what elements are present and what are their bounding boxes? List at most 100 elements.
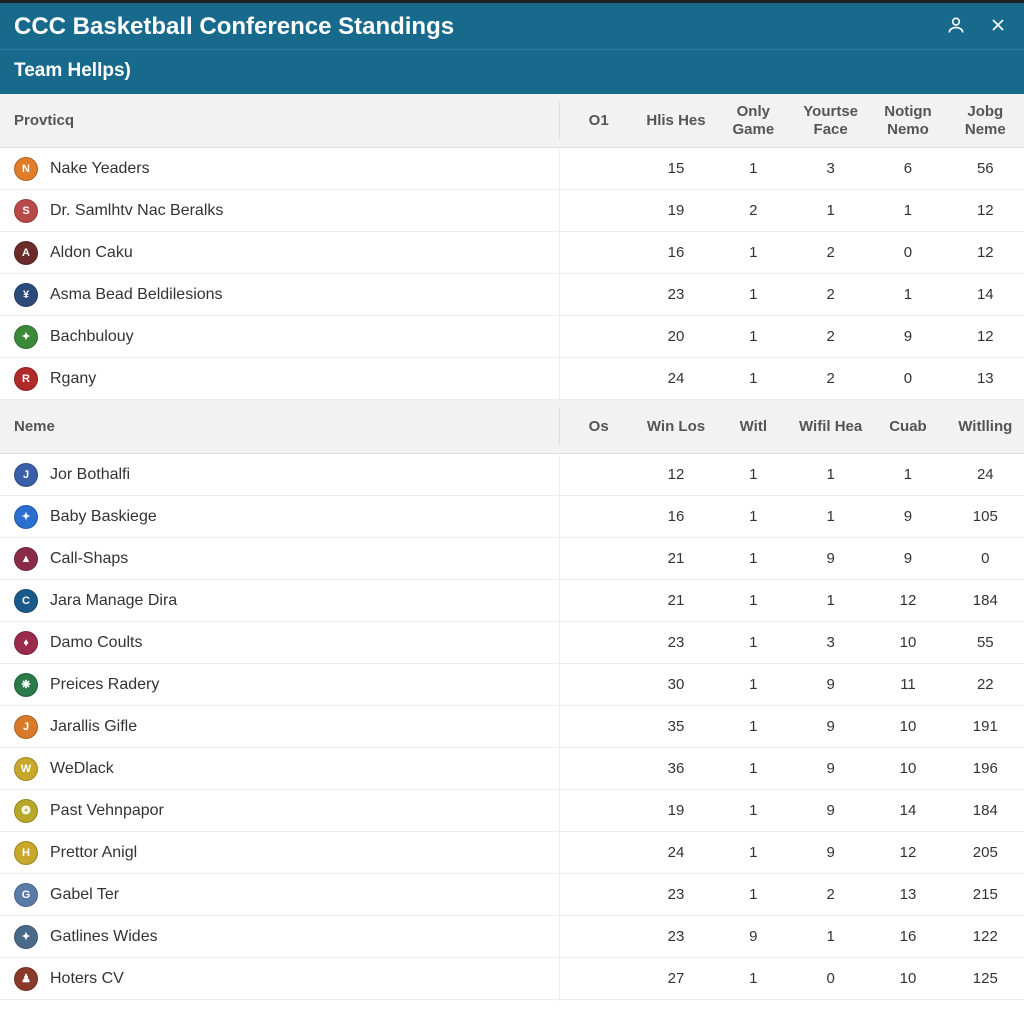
stat-cell: 196 xyxy=(947,754,1024,783)
team-name: Jor Bothalfi xyxy=(50,466,130,484)
stat-cell: 12 xyxy=(869,838,946,867)
table-row[interactable]: RRgany2412013 xyxy=(0,358,1024,400)
column-header-name[interactable]: Provticq xyxy=(0,102,560,139)
standings-content: ProvticqO1Hlis HesOnly GameYourtse FaceN… xyxy=(0,94,1024,1000)
table-row[interactable]: GGabel Ter231213215 xyxy=(0,874,1024,916)
stat-cell: 27 xyxy=(637,964,714,993)
stat-cell: 21 xyxy=(637,544,714,573)
team-name: Damo Coults xyxy=(50,634,142,652)
column-header[interactable]: Only Game xyxy=(715,97,792,144)
column-header[interactable]: Cuab xyxy=(869,412,946,441)
team-name: Rgany xyxy=(50,370,96,388)
table-row[interactable]: ❂Past Vehnpapor191914184 xyxy=(0,790,1024,832)
table-row[interactable]: ✦Baby Baskiege16119105 xyxy=(0,496,1024,538)
stat-cell: 12 xyxy=(947,322,1024,351)
table-row[interactable]: ♟Hoters CV271010125 xyxy=(0,958,1024,1000)
column-header-name[interactable]: Neme xyxy=(0,408,560,445)
stat-cell: 1 xyxy=(792,586,869,615)
stat-cell: 9 xyxy=(792,712,869,741)
stat-cell: 184 xyxy=(947,586,1024,615)
stat-cell xyxy=(560,247,637,259)
stat-cell: 9 xyxy=(792,670,869,699)
stat-cell: 10 xyxy=(869,712,946,741)
stat-cell: 21 xyxy=(637,586,714,615)
table-row[interactable]: ¥Asma Bead Beldilesions2312114 xyxy=(0,274,1024,316)
stat-cell: 105 xyxy=(947,502,1024,531)
stat-cell: 9 xyxy=(792,838,869,867)
table-row[interactable]: ♦Damo Coults23131055 xyxy=(0,622,1024,664)
stat-cell: 36 xyxy=(637,754,714,783)
column-header[interactable]: Win Los xyxy=(637,412,714,441)
table-row[interactable]: ❋Preices Radery30191122 xyxy=(0,664,1024,706)
stat-cell: 24 xyxy=(637,364,714,393)
table-row[interactable]: WWeDlack361910196 xyxy=(0,748,1024,790)
team-name: Preices Radery xyxy=(50,676,159,694)
table-row[interactable]: AAldon Caku1612012 xyxy=(0,232,1024,274)
stat-cell xyxy=(560,511,637,523)
team-name: Aldon Caku xyxy=(50,244,133,262)
stat-cell xyxy=(560,721,637,733)
stat-cell: 24 xyxy=(947,460,1024,489)
stat-cell: 10 xyxy=(869,754,946,783)
team-name: Past Vehnpapor xyxy=(50,802,164,820)
table-row[interactable]: JJarallis Gifle351910191 xyxy=(0,706,1024,748)
stat-cell: 16 xyxy=(637,502,714,531)
table-row[interactable]: HPrettor Anigl241912205 xyxy=(0,832,1024,874)
column-header[interactable]: Hlis Hes xyxy=(637,106,714,135)
stat-cell: 23 xyxy=(637,880,714,909)
stat-cell xyxy=(560,847,637,859)
team-name: Asma Bead Beldilesions xyxy=(50,286,223,304)
table-row[interactable]: ✦Bachbulouy2012912 xyxy=(0,316,1024,358)
team-name: Prettor Anigl xyxy=(50,844,137,862)
table-row[interactable]: SDr. Samlhtv Nac Beralks1921112 xyxy=(0,190,1024,232)
stat-cell: 1 xyxy=(715,628,792,657)
team-logo-icon: ✦ xyxy=(14,325,38,349)
stat-cell: 6 xyxy=(869,154,946,183)
stat-cell: 16 xyxy=(869,922,946,951)
team-cell: ¥Asma Bead Beldilesions xyxy=(0,273,560,317)
close-icon[interactable] xyxy=(988,15,1008,40)
column-header[interactable]: Yourtse Face xyxy=(792,97,869,144)
stat-cell: 1 xyxy=(715,964,792,993)
stat-cell: 10 xyxy=(869,628,946,657)
column-header[interactable]: Wifil Hea xyxy=(792,412,869,441)
table-row[interactable]: JJor Bothalfi1211124 xyxy=(0,454,1024,496)
stat-cell: 9 xyxy=(869,322,946,351)
stat-cell: 215 xyxy=(947,880,1024,909)
column-header[interactable]: O1 xyxy=(560,106,637,135)
stat-cell: 9 xyxy=(792,796,869,825)
stat-cell: 23 xyxy=(637,280,714,309)
team-logo-icon: G xyxy=(14,883,38,907)
stat-cell: 24 xyxy=(637,838,714,867)
column-header[interactable]: Witl xyxy=(715,412,792,441)
team-name: Nake Yeaders xyxy=(50,160,150,178)
stat-cell xyxy=(560,763,637,775)
stat-cell: 1 xyxy=(715,460,792,489)
stat-cell xyxy=(560,973,637,985)
team-cell: CJara Manage Dira xyxy=(0,579,560,623)
table-row[interactable]: CJara Manage Dira211112184 xyxy=(0,580,1024,622)
column-header[interactable]: Notign Nemo xyxy=(869,97,946,144)
stat-cell xyxy=(560,163,637,175)
table-row[interactable]: ✦Gatlines Wides239116122 xyxy=(0,916,1024,958)
column-header[interactable]: Os xyxy=(560,412,637,441)
stat-cell: 1 xyxy=(715,280,792,309)
team-cell: G Gabel Ter xyxy=(0,873,560,917)
stat-cell xyxy=(560,805,637,817)
user-icon[interactable] xyxy=(946,15,966,40)
stat-cell: 14 xyxy=(947,280,1024,309)
stat-cell: 1 xyxy=(715,364,792,393)
team-name: Hoters CV xyxy=(50,970,124,988)
stat-cell: 122 xyxy=(947,922,1024,951)
column-header[interactable]: Witlling xyxy=(947,412,1024,441)
team-logo-icon: J xyxy=(14,463,38,487)
column-header[interactable]: Jobg Neme xyxy=(947,97,1024,144)
stat-cell: 2 xyxy=(792,364,869,393)
team-name: Gabel Ter xyxy=(50,886,119,904)
team-cell: J Jor Bothalfi xyxy=(0,453,560,497)
team-cell: ❋Preices Radery xyxy=(0,663,560,707)
stat-cell: 55 xyxy=(947,628,1024,657)
table-row[interactable]: ▲Call-Shaps211990 xyxy=(0,538,1024,580)
stat-cell: 191 xyxy=(947,712,1024,741)
table-row[interactable]: NNake Yeaders1513656 xyxy=(0,148,1024,190)
